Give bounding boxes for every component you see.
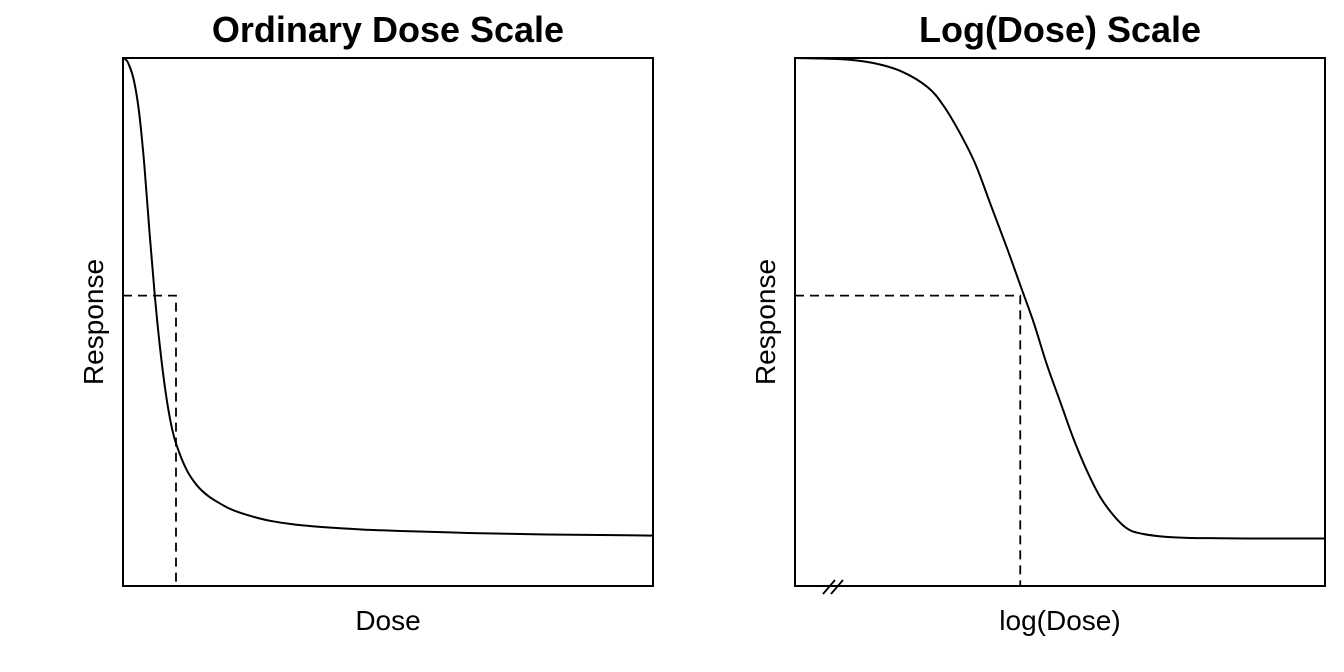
response-curve — [794, 57, 1325, 540]
panel-ordinary-dose: Ordinary Dose Scale Dose Response — [78, 9, 654, 636]
plot-frame — [794, 57, 1326, 587]
panel-log-dose: Log(Dose) Scale log(Dose) Response — [750, 9, 1326, 636]
axis-break-mark — [822, 579, 836, 595]
axis-break-marks — [822, 579, 844, 595]
axis-break-mark — [830, 579, 844, 595]
y-axis-label: Response — [750, 259, 781, 385]
x-axis-label: Dose — [355, 605, 420, 636]
y-axis-label: Response — [78, 259, 109, 385]
plot-frame — [122, 57, 654, 587]
reference-guide-lines — [123, 294, 177, 586]
chart-title: Ordinary Dose Scale — [212, 9, 564, 50]
chart-title: Log(Dose) Scale — [919, 9, 1201, 50]
reference-guide-lines — [795, 294, 1022, 586]
response-curve — [122, 57, 654, 537]
x-axis-label: log(Dose) — [999, 605, 1120, 636]
